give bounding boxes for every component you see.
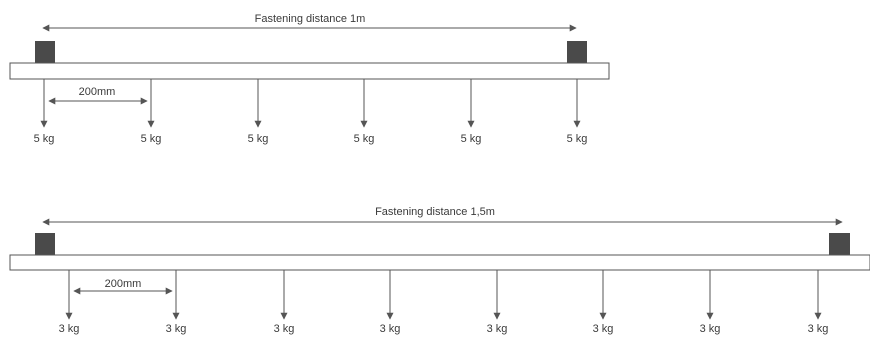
load-label: 3 kg [808, 323, 829, 335]
load-label: 5 kg [34, 133, 55, 145]
load-label: 3 kg [700, 323, 721, 335]
distance-label: Fastening distance 1,5m [375, 206, 495, 218]
load-label: 3 kg [487, 323, 508, 335]
fastener-left [35, 233, 55, 255]
load-label: 5 kg [567, 133, 588, 145]
load-label: 3 kg [380, 323, 401, 335]
load-label: 5 kg [141, 133, 162, 145]
beam [9, 62, 610, 80]
distance-label: Fastening distance 1m [255, 13, 366, 25]
diagram-bottom: Fastening distance 1,5m 200mm [9, 206, 870, 335]
load-label: 5 kg [461, 133, 482, 145]
load-label: 5 kg [354, 133, 375, 145]
load-label: 3 kg [593, 323, 614, 335]
fastener-right [829, 233, 850, 255]
load-label: 5 kg [248, 133, 269, 145]
load-label: 3 kg [59, 323, 80, 335]
fastener-right [567, 41, 587, 63]
diagram-top: Fastening distance 1m 200mm [9, 13, 610, 145]
load-label: 3 kg [274, 323, 295, 335]
spacing-label: 200mm [105, 278, 142, 290]
fastener-left [35, 41, 55, 63]
load-label: 3 kg [166, 323, 187, 335]
beam [9, 254, 870, 271]
spacing-label: 200mm [79, 86, 116, 98]
